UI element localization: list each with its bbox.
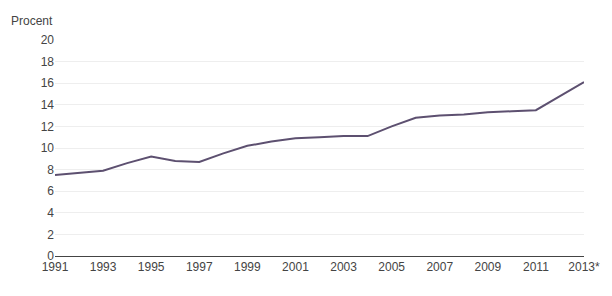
svg-text:Procent: Procent — [11, 14, 53, 28]
svg-text:10: 10 — [41, 141, 55, 155]
svg-text:12: 12 — [41, 120, 55, 134]
svg-text:6: 6 — [47, 184, 54, 198]
svg-text:18: 18 — [41, 55, 55, 69]
svg-text:2003: 2003 — [330, 260, 357, 274]
svg-text:16: 16 — [41, 76, 55, 90]
svg-text:2007: 2007 — [426, 260, 453, 274]
svg-text:4: 4 — [47, 206, 54, 220]
svg-text:1993: 1993 — [90, 260, 117, 274]
svg-text:20: 20 — [41, 33, 55, 47]
svg-text:1995: 1995 — [138, 260, 165, 274]
svg-text:14: 14 — [41, 98, 55, 112]
svg-text:2: 2 — [47, 228, 54, 242]
svg-text:2005: 2005 — [378, 260, 405, 274]
svg-text:0: 0 — [47, 249, 54, 263]
svg-text:1999: 1999 — [234, 260, 261, 274]
svg-text:2011: 2011 — [523, 260, 549, 274]
svg-text:1997: 1997 — [186, 260, 213, 274]
svg-text:2001: 2001 — [282, 260, 309, 274]
svg-text:2013*: 2013* — [568, 260, 600, 274]
svg-text:1991: 1991 — [42, 260, 69, 274]
svg-text:8: 8 — [47, 163, 54, 177]
svg-text:2009: 2009 — [474, 260, 501, 274]
